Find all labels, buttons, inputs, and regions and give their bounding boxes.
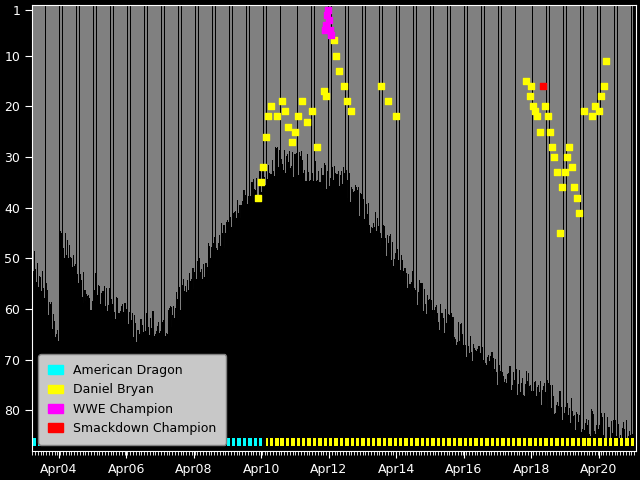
Point xyxy=(256,179,266,186)
Point xyxy=(342,97,353,105)
Point xyxy=(312,143,322,151)
Point xyxy=(590,103,600,110)
Point xyxy=(321,92,332,100)
Point xyxy=(266,103,276,110)
Point xyxy=(528,103,538,110)
Point xyxy=(334,67,344,75)
Point xyxy=(524,92,534,100)
Point xyxy=(564,143,574,151)
Point xyxy=(323,6,333,14)
Point xyxy=(261,133,271,141)
Point xyxy=(596,92,607,100)
Point xyxy=(526,82,536,90)
Point xyxy=(534,128,545,135)
Point xyxy=(529,108,540,115)
Point xyxy=(297,97,307,105)
Point xyxy=(566,163,577,171)
Point xyxy=(391,113,401,120)
Point xyxy=(560,168,570,176)
Point xyxy=(287,138,297,145)
Point xyxy=(280,108,290,115)
Point xyxy=(324,16,334,24)
Point xyxy=(561,153,572,161)
Point xyxy=(253,194,263,202)
Point xyxy=(376,82,387,90)
Point xyxy=(572,194,582,202)
Point xyxy=(321,22,332,29)
Point xyxy=(552,168,562,176)
Point xyxy=(329,36,339,44)
Point xyxy=(601,57,611,65)
Point xyxy=(383,97,393,105)
Point xyxy=(263,113,273,120)
Point xyxy=(598,82,609,90)
Point xyxy=(284,123,294,131)
Point xyxy=(547,143,557,151)
Point xyxy=(521,77,531,85)
Point xyxy=(322,11,332,19)
Point xyxy=(324,26,335,34)
Point xyxy=(532,113,543,120)
Point xyxy=(319,87,329,95)
Point xyxy=(557,184,568,192)
Legend: American Dragon, Daniel Bryan, WWE Champion, Smackdown Champion: American Dragon, Daniel Bryan, WWE Champ… xyxy=(38,354,227,445)
Point xyxy=(587,113,597,120)
Point xyxy=(540,103,550,110)
Point xyxy=(543,113,553,120)
Point xyxy=(339,82,349,90)
Point xyxy=(574,209,584,216)
Point xyxy=(594,108,604,115)
Point xyxy=(346,108,356,115)
Point xyxy=(276,97,287,105)
Point xyxy=(549,153,559,161)
Point xyxy=(271,113,282,120)
Point xyxy=(330,52,340,60)
Point xyxy=(570,184,580,192)
Point xyxy=(258,163,268,171)
Point xyxy=(290,128,300,135)
Point xyxy=(538,82,548,90)
Point xyxy=(319,26,330,34)
Point xyxy=(545,128,555,135)
Point xyxy=(307,108,317,115)
Point xyxy=(293,113,303,120)
Point xyxy=(326,32,337,39)
Point xyxy=(555,229,565,237)
Point xyxy=(579,108,589,115)
Point xyxy=(302,118,312,125)
